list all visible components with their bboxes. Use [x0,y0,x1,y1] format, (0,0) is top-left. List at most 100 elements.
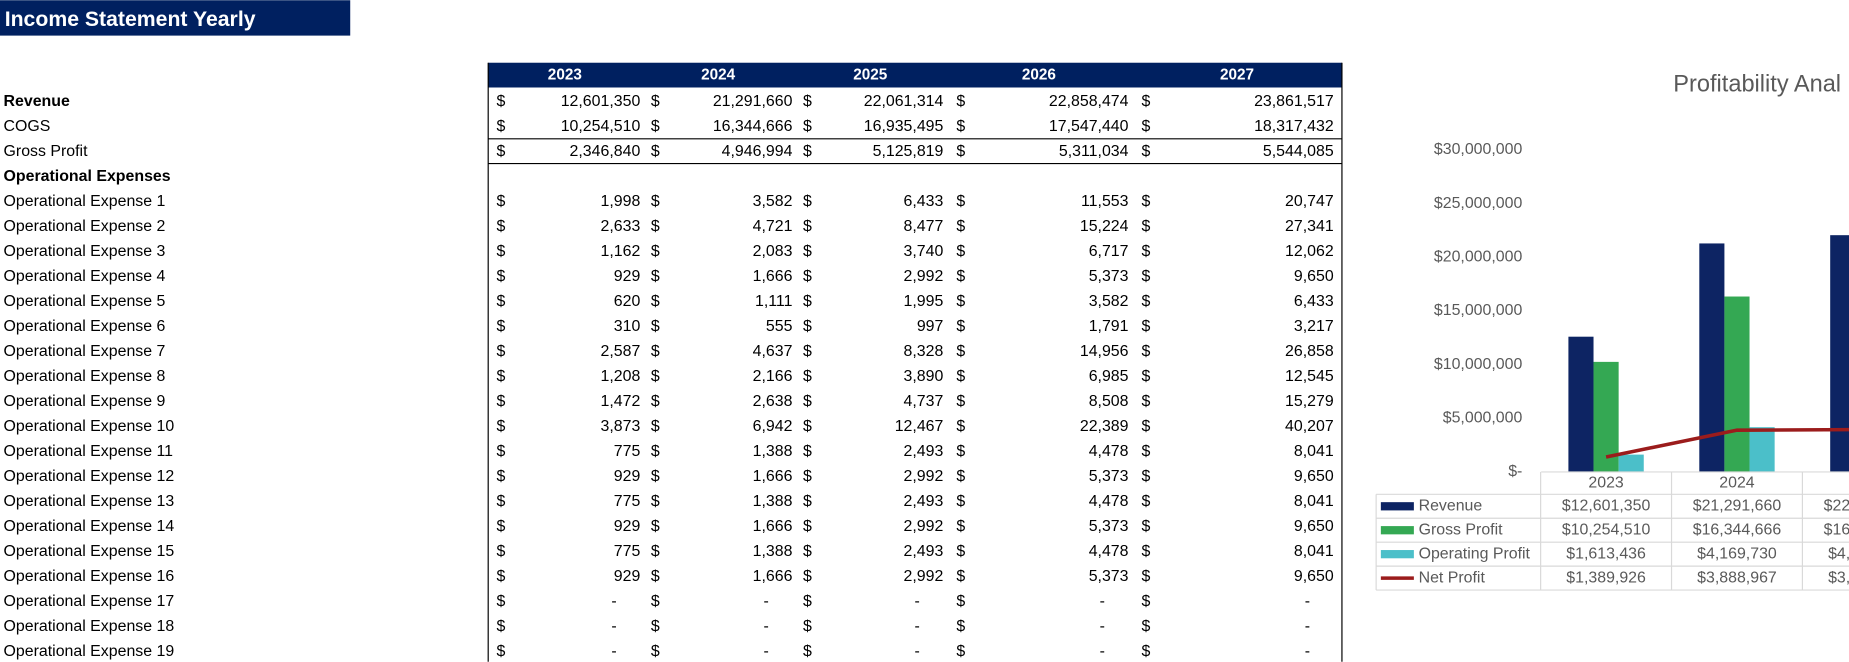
cell-value: 9,650 [1294,518,1334,535]
data-table-value: $21,291,660 [1693,497,1782,514]
cell-value: 2,493 [904,443,944,460]
row-label: Operational Expense 16 [4,568,175,585]
cell-value: 9,650 [1294,568,1334,585]
currency-symbol: $ [1141,143,1150,160]
cell-value: 11,553 [1081,193,1129,210]
currency-symbol: $ [651,368,660,385]
bar [1568,336,1594,472]
currency-symbol: $ [496,293,505,310]
currency-symbol: $ [803,368,812,385]
currency-symbol: $ [1141,93,1150,110]
currency-symbol: $ [496,218,505,235]
column-header: 2023 [548,67,582,84]
currency-symbol: $ [956,418,965,435]
cell-value: - [914,618,919,635]
currency-symbol: $ [1141,268,1150,285]
currency-symbol: $ [1141,293,1150,310]
currency-symbol: $ [496,318,505,335]
currency-symbol: $ [956,593,965,610]
cell-value: 5,311,034 [1059,143,1129,160]
cell-value: 1,388 [753,493,793,510]
legend-label: Revenue [1419,497,1483,514]
currency-symbol: $ [803,143,812,160]
row-label: Operational Expense 1 [4,193,166,210]
y-tick-label: $20,000,000 [1434,249,1523,266]
currency-symbol: $ [956,193,965,210]
cell-value: - [1100,643,1105,660]
row-label: Operational Expense 10 [4,418,175,435]
cell-value: 17,547,440 [1049,118,1129,135]
currency-symbol: $ [956,518,965,535]
currency-symbol: $ [1141,543,1150,560]
currency-symbol: $ [651,593,660,610]
row-label: Operational Expense 6 [4,318,166,335]
row-label: COGS [4,118,51,135]
currency-symbol: $ [956,368,965,385]
cell-value: 26,858 [1285,343,1334,360]
cell-value: 14,956 [1080,343,1129,360]
currency-symbol: $ [651,343,660,360]
currency-symbol: $ [803,93,812,110]
cell-value: - [611,643,616,660]
cell-value: 8,508 [1089,393,1129,410]
currency-symbol: $ [651,118,660,135]
row-label: Operational Expense 7 [4,343,166,360]
cell-value: 4,478 [1089,443,1129,460]
currency-symbol: $ [651,193,660,210]
cell-value: 2,992 [904,468,944,485]
cell-value: 22,389 [1080,418,1129,435]
cell-value: 2,633 [600,218,640,235]
cell-value: - [611,618,616,635]
cell-value: 2,493 [904,493,944,510]
currency-symbol: $ [956,243,965,260]
currency-symbol: $ [651,543,660,560]
row-label: Gross Profit [4,143,89,160]
currency-symbol: $ [1141,618,1150,635]
data-table-value: $3,888,967 [1697,569,1777,586]
cell-value: 16,344,666 [713,118,793,135]
currency-symbol: $ [651,218,660,235]
row-label: Operational Expense 3 [4,243,166,260]
data-table-value: $4,250,000 [1828,545,1849,562]
currency-symbol: $ [956,218,965,235]
cell-value: 4,478 [1089,543,1129,560]
currency-symbol: $ [496,443,505,460]
y-tick-label: $5,000,000 [1443,409,1523,426]
currency-symbol: $ [496,118,505,135]
cell-value: 4,637 [753,343,793,360]
legend-label: Gross Profit [1419,521,1504,538]
bar [1830,235,1849,472]
data-table-value: $12,601,350 [1562,497,1651,514]
cell-value: 8,328 [904,343,944,360]
cell-value: 23,861,517 [1254,93,1334,110]
currency-symbol: $ [956,443,965,460]
cell-value: 8,041 [1294,543,1334,560]
currency-symbol: $ [651,518,660,535]
cell-value: - [611,593,616,610]
currency-symbol: $ [803,568,812,585]
currency-symbol: $ [496,593,505,610]
row-label: Operational Expense 11 [4,443,174,460]
currency-symbol: $ [651,643,660,660]
data-table-value: $1,613,436 [1566,545,1646,562]
cell-value: 3,582 [1089,293,1129,310]
currency-symbol: $ [496,243,505,260]
currency-symbol: $ [496,468,505,485]
cell-value: 5,125,819 [873,143,944,160]
currency-symbol: $ [803,393,812,410]
currency-symbol: $ [803,643,812,660]
cell-value: 2,493 [904,543,944,560]
cell-value: 27,341 [1285,218,1334,235]
cell-value: 1,388 [753,543,793,560]
currency-symbol: $ [496,543,505,560]
currency-symbol: $ [496,93,505,110]
currency-symbol: $ [803,118,812,135]
currency-symbol: $ [956,293,965,310]
cell-value: 929 [614,268,641,285]
currency-symbol: $ [1141,418,1150,435]
currency-symbol: $ [956,643,965,660]
cell-value: 8,041 [1294,493,1334,510]
data-table-value: $22,061,314 [1824,497,1849,514]
currency-symbol: $ [1141,593,1150,610]
currency-symbol: $ [1141,468,1150,485]
